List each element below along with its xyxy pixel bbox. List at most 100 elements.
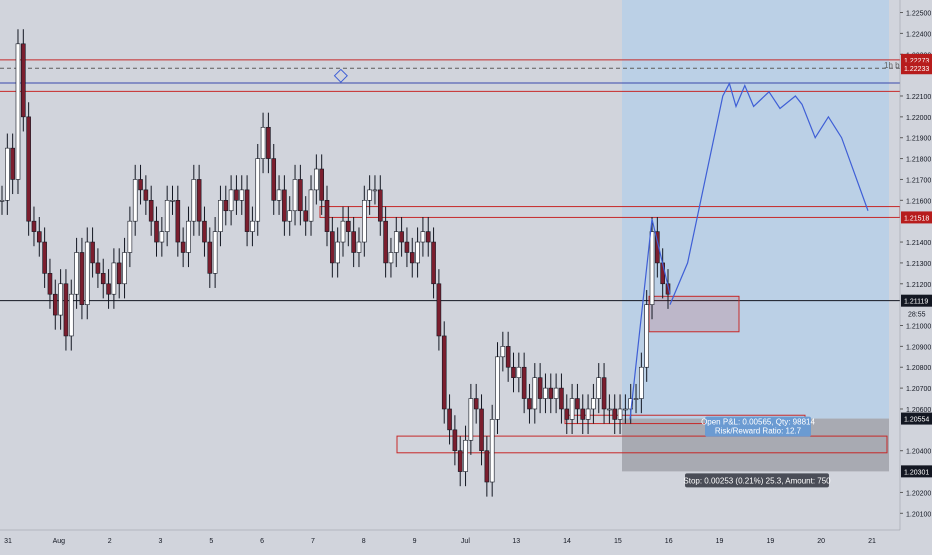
candle [319,154,324,215]
candle-body [234,189,239,201]
candle [607,394,612,424]
candle-body [127,220,133,253]
candle-body [212,231,218,274]
candle [196,164,202,236]
candle-body [111,262,117,295]
candle-body [607,408,612,411]
candle [473,383,479,424]
order-block[interactable] [648,295,740,333]
candle [244,175,250,247]
impulse-path[interactable] [629,218,671,420]
candle [250,206,255,247]
price-label: 1.20301 [904,469,929,476]
time-axis[interactable] [0,530,900,550]
price-tick-label: 1.20100 [906,511,931,518]
candle-body [495,356,500,420]
candle-body [580,408,586,420]
price-tick-label: 1.21900 [906,136,931,143]
candle-body [431,241,436,285]
candle [175,185,181,257]
time-tick-label: 14 [563,538,571,545]
time-tick-label: 31 [4,538,12,545]
candle [111,248,117,309]
candle [95,248,101,288]
candle-body [372,189,378,192]
candle-body [116,262,122,285]
candle-body [0,200,5,202]
candle-body [575,398,580,410]
candle [489,404,495,497]
candle [511,352,516,393]
candle [639,352,644,414]
price-tick-label: 1.20600 [906,407,931,414]
candle-body [441,335,447,410]
candle [601,363,607,424]
candle-body [282,189,287,222]
candle [191,164,197,236]
candle-body [601,377,607,410]
candle-body [447,408,452,431]
price-tick-label: 1.21800 [906,157,931,164]
candle-body [596,377,602,399]
candle [271,143,277,215]
price-label-box [901,62,932,75]
candle [68,279,74,351]
candle-body [415,241,420,264]
projection-path[interactable] [669,81,869,305]
candle-body [516,366,522,378]
fib-anchor-icon[interactable] [333,68,348,83]
time-tick-label: 19 [716,538,724,545]
candle [521,352,527,414]
candle [457,436,463,487]
candle-body [218,200,223,232]
candle [330,217,335,278]
candle [431,227,436,299]
support-zone[interactable] [396,435,888,454]
candle [553,373,559,414]
candle-body [346,220,351,232]
candle [612,394,618,435]
candle [399,217,404,257]
candle-body [292,179,298,212]
candle-body [138,179,143,191]
candle-body [436,283,442,337]
candle [122,237,127,299]
time-tick-label: 2 [108,538,112,545]
candle-body [228,189,234,212]
price-axis[interactable] [900,0,932,550]
candle-body [457,450,463,472]
candle-body [260,126,266,159]
price-tick-label: 1.21600 [906,198,931,205]
candle-body [639,366,644,399]
candle [591,383,596,424]
candle [623,394,628,424]
candle-body [132,179,138,222]
candle-body [473,398,479,410]
candle [409,237,415,278]
candle [282,175,287,236]
candle [21,29,26,132]
candle-body [335,241,340,264]
candle [84,227,90,320]
candle-body [68,293,74,337]
candle [644,290,649,382]
candle-body [521,366,527,399]
candle [505,331,511,382]
candle-body [223,200,229,212]
candle [234,175,239,215]
candle [132,164,138,236]
candle [479,394,484,466]
candle [500,331,506,372]
candle-body [489,419,495,483]
candle-body [10,147,15,180]
candle [569,383,575,435]
candle [218,185,223,247]
candle [585,394,591,435]
candle-body [612,408,618,420]
candle-body [569,398,575,420]
candle [5,133,10,215]
candle [415,227,420,278]
candle [308,175,314,236]
time-tick-label: 7 [311,538,315,545]
